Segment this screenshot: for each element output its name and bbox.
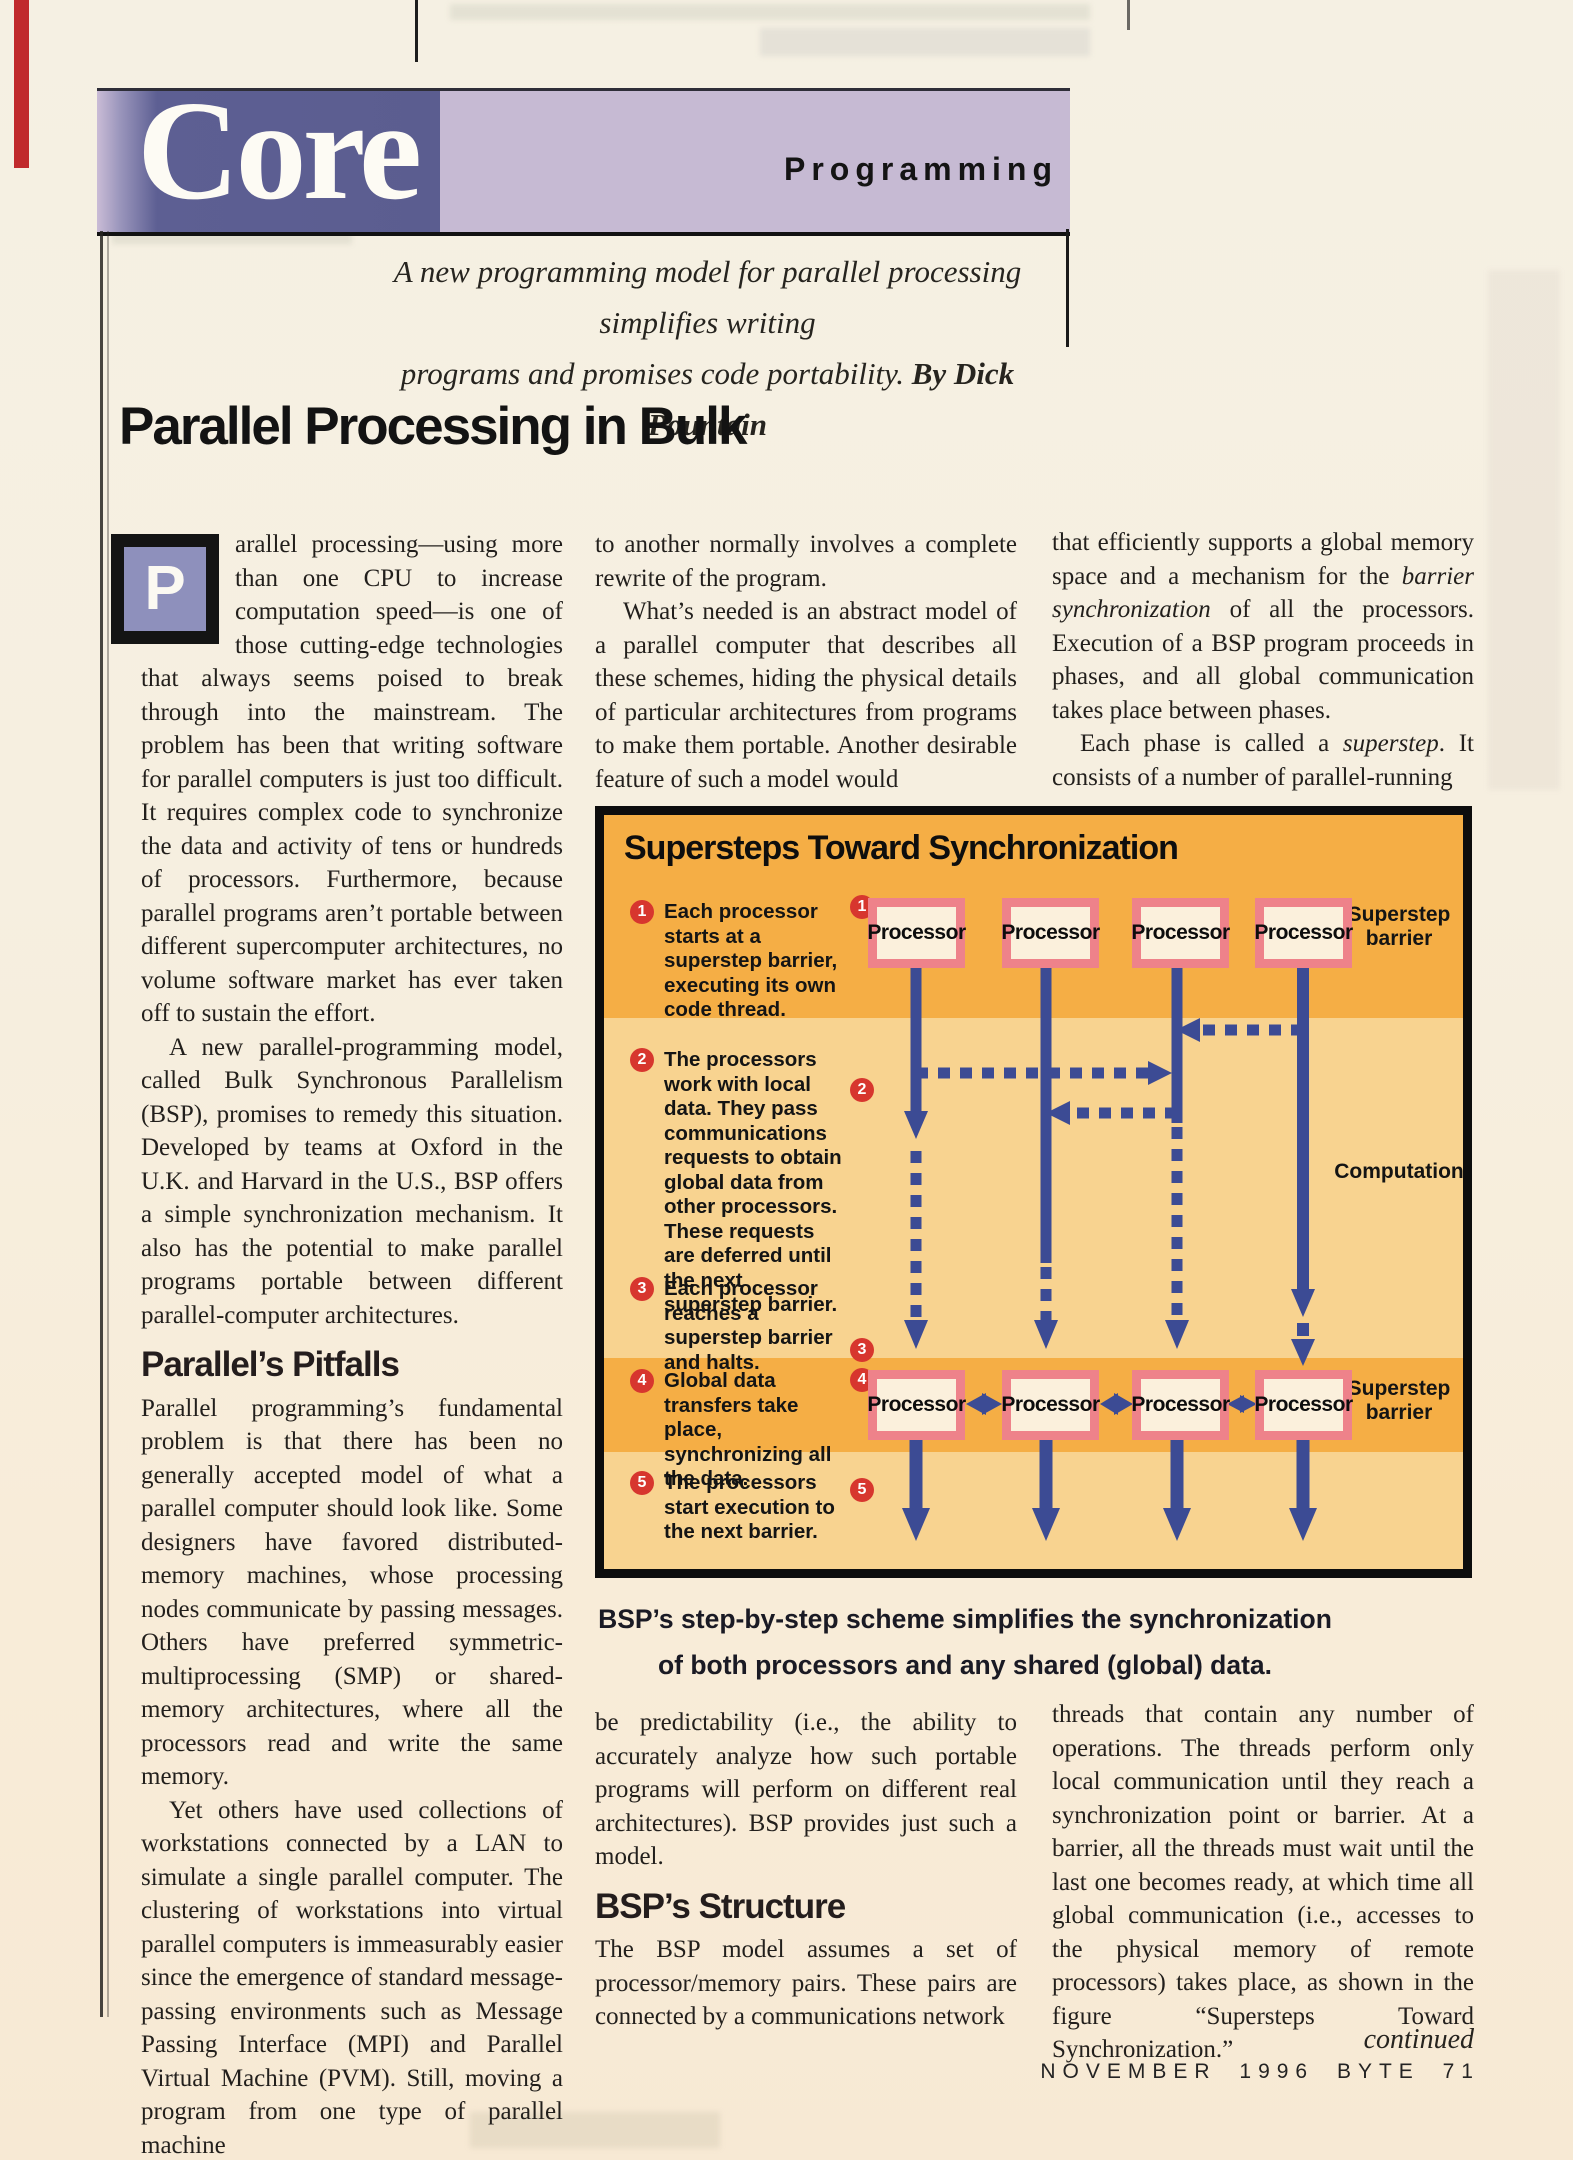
processor-box: Processor <box>1131 1370 1230 1440</box>
caption-line2: of both processors and any shared (globa… <box>657 1650 1273 1680</box>
top-crop-line <box>415 0 418 62</box>
continued-marker: continued <box>1363 2024 1474 2055</box>
left-column-rule <box>100 231 103 2017</box>
section-banner-dark-block <box>97 91 440 232</box>
step-text: Each processor reaches a superstep barri… <box>664 1277 833 1374</box>
processor-box: Processor <box>1254 1370 1353 1440</box>
deck-line2: programs and promises code portability. <box>400 356 904 391</box>
paragraph-text: . It consists of a number of parallel-ru… <box>1052 730 1474 791</box>
thread-arrows-graphic <box>902 968 1317 1541</box>
step-number-icon: 1 <box>630 900 654 924</box>
thread-lines <box>902 968 1317 1541</box>
processor-box: Processor <box>867 1370 966 1440</box>
diagram-marker-2: 2 <box>850 1078 874 1102</box>
paragraph: that efficiently supports a global memor… <box>1052 526 1474 727</box>
step-text: The processors work with local data. The… <box>664 1048 842 1316</box>
paragraph: Each phase is called a superstep. It con… <box>1052 727 1474 794</box>
processor-box: Processor <box>1131 898 1230 968</box>
page-edge-red-bar <box>14 0 29 168</box>
step-text: Global data transfers take place, synchr… <box>664 1369 832 1490</box>
paragraph-text: of all the processors. Execution of a BS… <box>1052 596 1474 724</box>
article-deck: A new programming model for parallel pro… <box>350 246 1065 450</box>
caption-line1: BSP’s step-by-step scheme simplifies the… <box>598 1604 1332 1634</box>
body-column-2-top: to another normally involves a complete … <box>595 528 1017 804</box>
category-label: Programming <box>783 151 1058 187</box>
paragraph: The BSP model assumes a set of processor… <box>595 1936 1017 2030</box>
paragraph: to another normally involves a complete … <box>595 531 1017 592</box>
top-right-crop-line <box>1127 0 1130 30</box>
deck-line1: A new programming model for parallel pro… <box>393 254 1022 340</box>
label-superstep-barrier-mid: Superstep barrier <box>1347 1377 1451 1424</box>
byline: By Dick Pountain <box>648 356 1015 442</box>
paragraph: What’s needed is an abstract model of a … <box>595 598 1017 793</box>
step-number-icon: 4 <box>630 1369 654 1393</box>
processor-box: Processor <box>867 898 966 968</box>
figure-caption: BSP’s step-by-step scheme simplifies the… <box>595 1596 1335 1688</box>
paragraph: threads that contain any number of opera… <box>1052 1701 1474 2063</box>
figure-step-2: 2 The processors work with local data. T… <box>630 1048 846 1318</box>
section-banner: Core Programming <box>97 79 1070 236</box>
label-computation: Computation <box>1334 1160 1464 1183</box>
italic-term: barrier synchronization <box>1052 562 1474 624</box>
paragraph: Yet others have used collections of work… <box>141 1796 563 2159</box>
figure-step-4: 4 Global data transfers take place, sync… <box>630 1369 846 1492</box>
diagram-marker-5: 5 <box>850 1478 874 1502</box>
processor-box: Processor <box>1001 898 1100 968</box>
figure-step-1: 1 Each processor starts at a superstep b… <box>630 900 846 1023</box>
paragraph-text: that efficiently supports a global memor… <box>1052 529 1474 590</box>
body-column-3-top: that efficiently supports a global memor… <box>1052 526 1474 804</box>
italic-term: superstep <box>1342 730 1439 757</box>
body-column-3-bottom: threads that contain any number of opera… <box>1052 1698 1474 2067</box>
figure-title: Supersteps Toward Synchronization <box>624 829 1179 867</box>
article-title: Parallel Processing in Bulk <box>119 397 747 456</box>
diagram-marker-3: 3 <box>850 1338 874 1362</box>
body-column-2-bottom: be predictability (i.e., the ability to … <box>595 1706 1017 2034</box>
step-number-icon: 2 <box>630 1048 654 1072</box>
body-column-1: P arallel processing—using more than one… <box>111 528 563 2160</box>
step-text: Each processor starts at a superstep bar… <box>664 900 838 1021</box>
folio-issue-line: NOVEMBER 1996 BYTE 71 <box>1040 2060 1480 2083</box>
print-bleed <box>450 4 1090 20</box>
step-number-icon: 5 <box>630 1471 654 1495</box>
paragraph: be predictability (i.e., the ability to … <box>595 1709 1017 1870</box>
processor-box: Processor <box>1254 898 1353 968</box>
paragraph: A new parallel-programming model, called… <box>141 1033 563 1329</box>
print-bleed <box>760 28 1090 56</box>
processor-box: Processor <box>1001 1370 1100 1440</box>
left-column-rule-shadow <box>107 231 109 2017</box>
section-heading-bsps-structure: BSP’s Structure <box>595 1886 846 1926</box>
step-number-icon: 3 <box>630 1277 654 1301</box>
step-text: The processors start execution to the ne… <box>664 1471 835 1543</box>
paragraph-text: Each phase is called a <box>1080 730 1343 757</box>
paragraph: Parallel programming’s fundamental probl… <box>141 1394 563 1791</box>
section-name: Core <box>137 71 422 229</box>
drop-cap: P <box>111 534 219 644</box>
section-heading-parallels-pitfalls: Parallel’s Pitfalls <box>141 1345 400 1384</box>
paragraph-text: arallel processing—using more than one C… <box>141 531 563 1027</box>
figure-step-5: 5 The processors start execution to the … <box>630 1471 846 1545</box>
figure-step-3: 3 Each processor reaches a superstep bar… <box>630 1277 846 1375</box>
print-bleed <box>1488 270 1560 790</box>
deck-right-rule <box>1066 229 1069 347</box>
figure-supersteps: Supersteps Toward Synchronization 1 Each… <box>595 806 1472 1578</box>
label-superstep-barrier-top: Superstep barrier <box>1347 903 1451 950</box>
paragraph: P arallel processing—using more than one… <box>111 528 563 1031</box>
